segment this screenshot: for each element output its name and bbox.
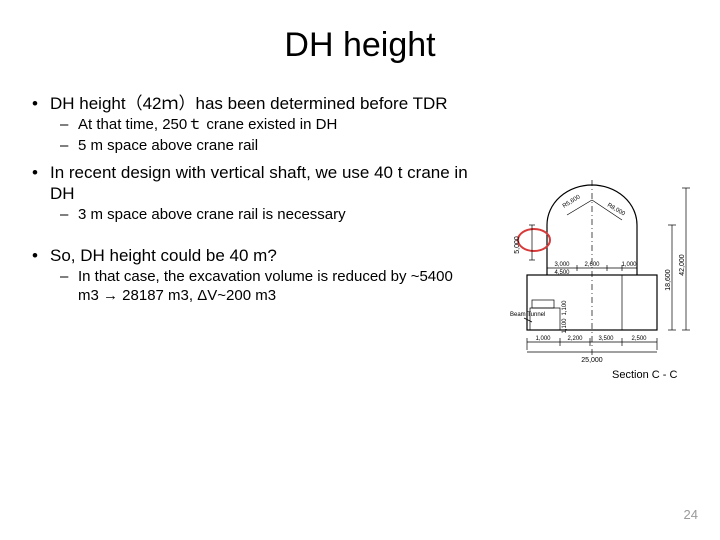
slide-title: DH height [30,26,690,65]
dim-3500: 3,500 [598,336,614,342]
dim-5000: 5,000 [514,236,521,254]
bullet-1-sub-1: At that time, 250ｔ crane existed in DH [78,116,470,135]
page-number: 24 [684,507,698,522]
text-column: DH height（42ｍ）has been determined before… [30,93,470,312]
dim-3000: 3,000 [554,262,570,268]
bullet-2-sub-1: 3 m space above crane rail is necessary [78,206,470,225]
highlight-circle [518,229,550,251]
dim-4500: 4,500 [554,270,570,276]
bullet-3: So, DH height could be 40 m? In that cas… [50,245,470,306]
dim-2500: 2,500 [631,336,647,342]
dim-2600: 2,600 [584,262,600,268]
beam-tunnel-label: Beam Tunnel [510,312,545,318]
dim-25000: 25,000 [581,357,603,364]
dim-2200: 2,200 [567,336,583,342]
bullet-1-text: DH height（42ｍ）has been determined before… [50,94,448,113]
bullet-1: DH height（42ｍ）has been determined before… [50,93,470,156]
dim-42000: 42,000 [679,254,686,276]
diagram-caption: Section C - C [612,369,677,381]
bullet-3-text: So, DH height could be 40 m? [50,246,277,265]
dim-1100a: 1,100 [562,300,568,316]
bullet-2: In recent design with vertical shaft, we… [50,162,470,225]
dim-1100b: 1,100 [562,318,568,334]
bullet-2-text: In recent design with vertical shaft, we… [50,163,468,203]
section-diagram: R5,600 R8,000 5,000 3,000 4,500 2,600 1,… [472,180,702,410]
bullet-1-sub-2: 5 m space above crane rail [78,137,470,156]
bullet-3-sub-1: In that case, the excavation volume is r… [78,268,470,306]
dim-18600: 18,600 [665,269,672,291]
dim-1000: 1,000 [621,262,637,268]
dim-1000b: 1,000 [535,336,551,342]
dim-r8000: R8,000 [606,203,626,218]
dim-r5600: R5,600 [562,194,582,210]
